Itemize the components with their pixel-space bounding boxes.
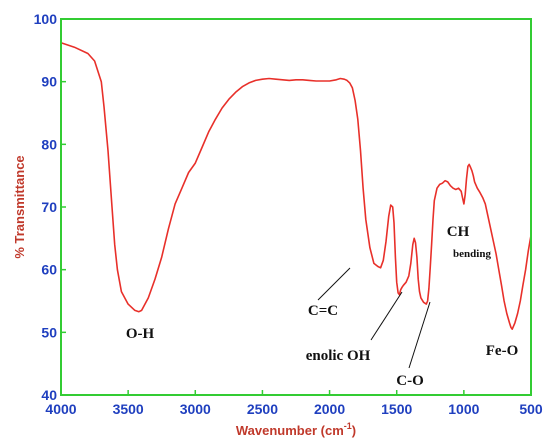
x-tick-label: 2500 bbox=[247, 401, 278, 417]
y-axis-title: % Transmittance bbox=[12, 155, 27, 258]
annotation-cc: C=C bbox=[308, 303, 338, 319]
x-axis-title-main: Wavenumber (cm bbox=[236, 423, 344, 438]
leader-enolic-oh bbox=[370, 291, 403, 341]
annotation-oh: O-H bbox=[126, 326, 155, 342]
annotation-bend: bending bbox=[453, 248, 491, 260]
annotation-feo: Fe-O bbox=[486, 343, 518, 359]
transmittance-curve bbox=[60, 42, 532, 330]
x-tick-label: 1500 bbox=[381, 401, 412, 417]
annotation-ch: CH bbox=[447, 224, 470, 240]
leader-c-o bbox=[408, 301, 431, 369]
annotation-leader-lines bbox=[317, 267, 431, 369]
x-axis-title-superscript: -1 bbox=[344, 421, 352, 431]
leader-c-c bbox=[317, 267, 351, 301]
x-tick-label: 3000 bbox=[180, 401, 211, 417]
y-tick-label: 100 bbox=[34, 11, 58, 27]
y-tick-label: 50 bbox=[41, 324, 57, 340]
y-tick-label: 90 bbox=[41, 74, 57, 90]
annotation-enol: enolic OH bbox=[306, 348, 371, 364]
y-axis-ticks: 40 50 60 70 80 90 100 bbox=[34, 11, 66, 403]
x-tick-label: 3500 bbox=[113, 401, 144, 417]
y-tick-label: 80 bbox=[41, 136, 57, 152]
x-axis-title: Wavenumber (cm-1) bbox=[236, 421, 356, 438]
x-tick-label: 4000 bbox=[45, 401, 76, 417]
annotation-co: C-O bbox=[396, 373, 424, 389]
y-tick-label: 40 bbox=[41, 387, 57, 403]
y-tick-label: 70 bbox=[41, 199, 57, 215]
plot-frame bbox=[60, 18, 532, 396]
x-tick-label: 1000 bbox=[448, 401, 479, 417]
x-tick-label: 2000 bbox=[314, 401, 345, 417]
x-axis-title-close: ) bbox=[352, 423, 356, 438]
y-tick-label: 60 bbox=[41, 262, 57, 278]
x-tick-label: 500 bbox=[519, 401, 543, 417]
peak-annotations: O-H C=C enolic OH C-O CH bending Fe-O bbox=[126, 224, 518, 389]
x-axis-ticks: 4000 3500 3000 2500 2000 1500 1000 500 bbox=[45, 390, 543, 417]
